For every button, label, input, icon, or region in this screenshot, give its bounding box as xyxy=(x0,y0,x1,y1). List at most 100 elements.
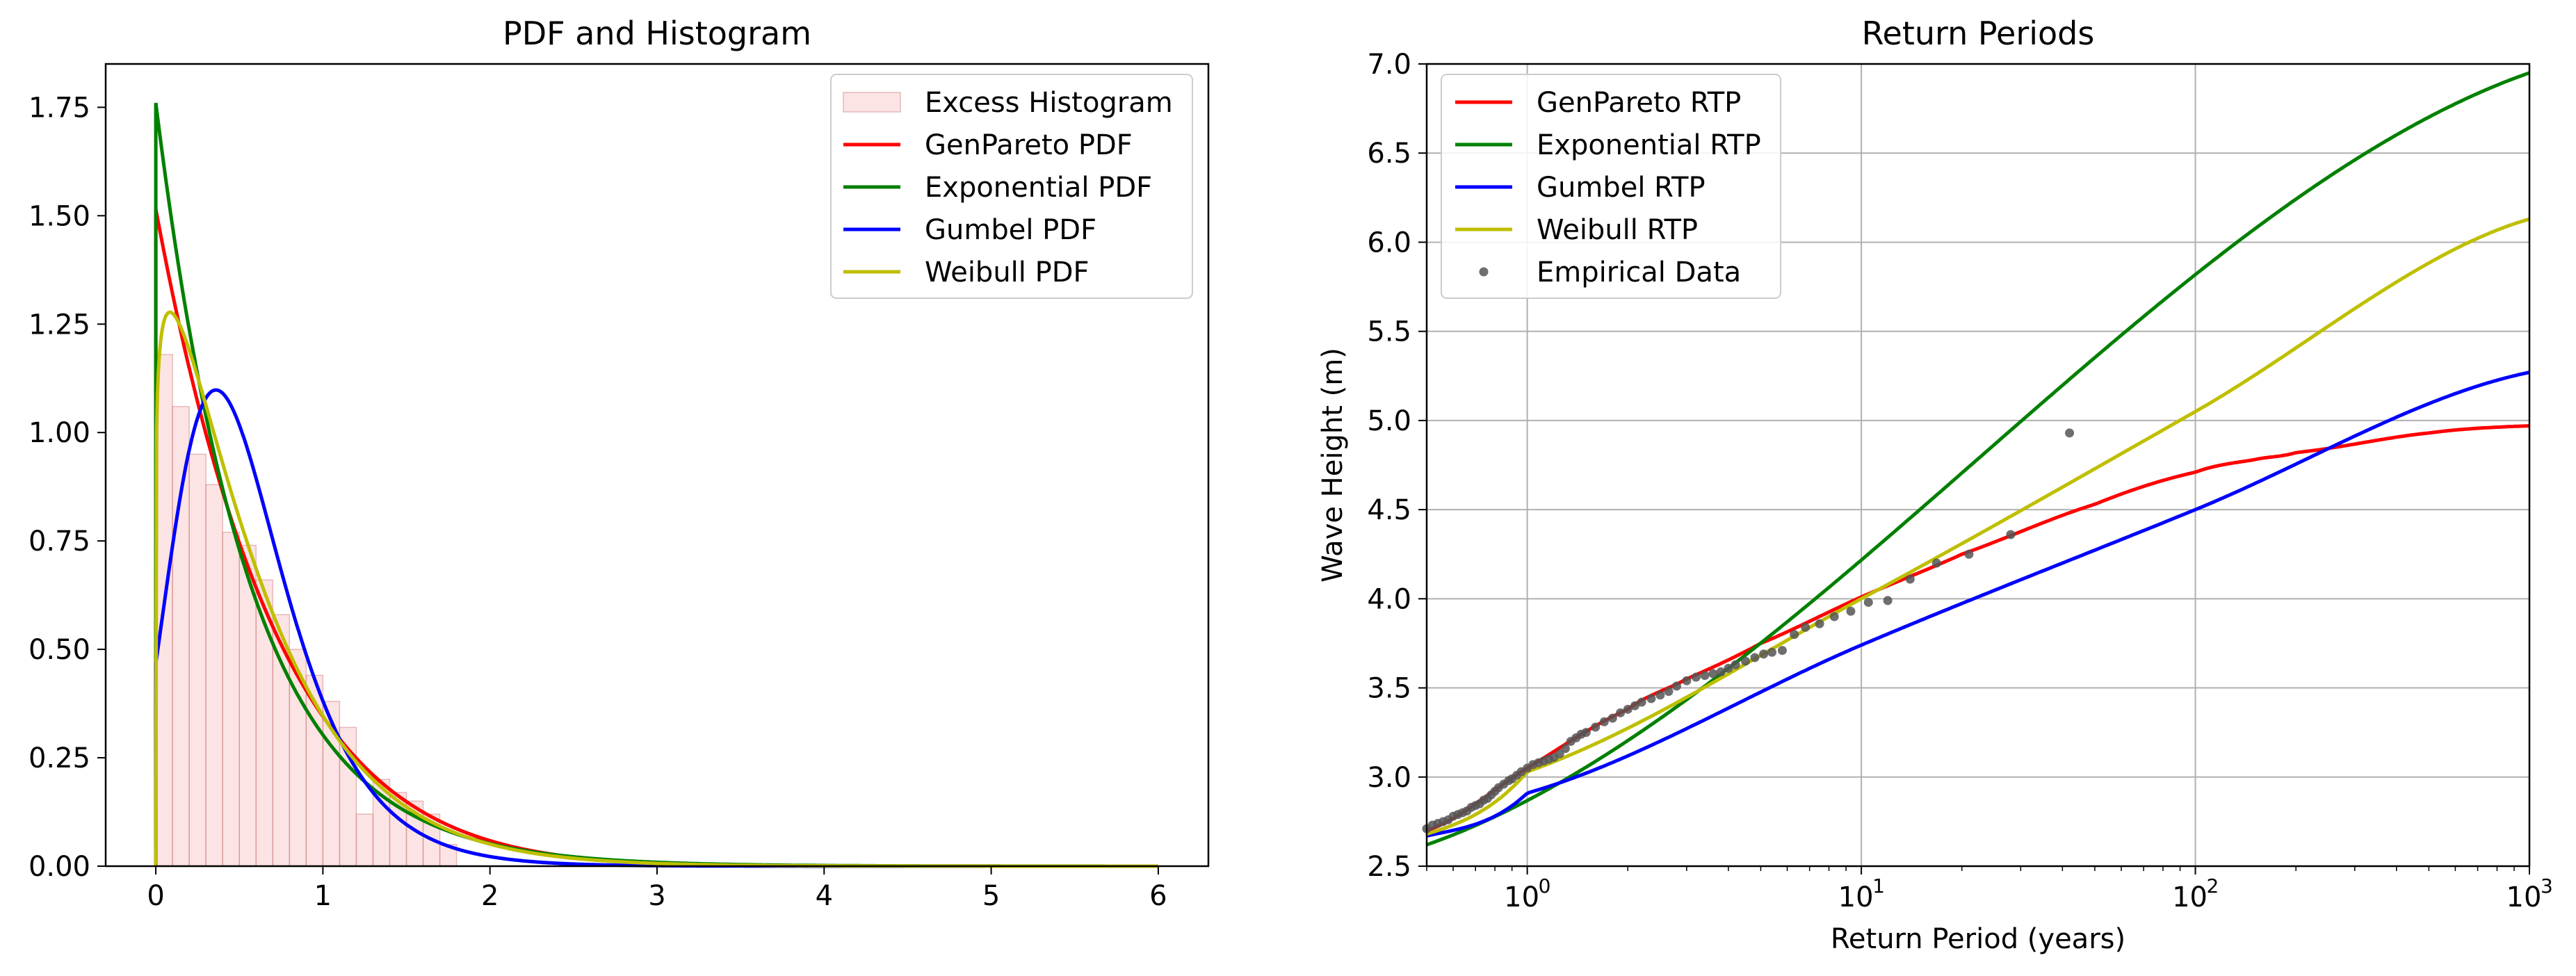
empirical-point xyxy=(1664,687,1674,697)
histogram-bar xyxy=(305,674,324,867)
histogram-bar xyxy=(222,531,240,867)
gumbel-rtp-line xyxy=(1426,371,2530,838)
empirical-point xyxy=(1931,558,1941,568)
chart-title: Return Periods xyxy=(1862,15,2095,52)
empirical-point xyxy=(1724,663,1733,673)
empirical-point xyxy=(1790,630,1799,640)
empirical-point xyxy=(1591,722,1601,732)
legend-label: GenPareto PDF xyxy=(925,129,1133,161)
legend: Excess Histogram GenPareto PDF Exponential… xyxy=(830,74,1193,299)
legend-label: Excess Histogram xyxy=(925,87,1173,119)
empirical-point xyxy=(2065,428,2075,438)
x-tick-exponent: 0 xyxy=(1539,875,1551,897)
x-tick-label: 10 xyxy=(2506,881,2542,913)
empirical-point xyxy=(1863,597,1873,607)
legend: GenPareto RTP Exponential RTP Gumbel RTP We… xyxy=(1441,74,1781,299)
x-axis-label: Return Period (years) xyxy=(1831,923,2125,955)
empirical-points xyxy=(1422,428,2075,833)
y-ticks: 2.5 3.0 3.5 4.0 4.5 5.0 5.5 6.0 6.5 7.0 xyxy=(1367,49,1427,883)
return-period-chart: Return Periods 100 101 102 103 2.53.03.54.0… xyxy=(1317,15,2553,955)
y-tick-label: 0.75 xyxy=(29,526,90,558)
y-tick-label: 3.0 xyxy=(1367,762,1411,794)
legend-label: Exponential RTP xyxy=(1537,129,1761,161)
empirical-point xyxy=(1905,574,1915,584)
y-tick-label: 6.0 xyxy=(1367,227,1411,259)
empirical-point xyxy=(1637,697,1646,707)
x-tick-label: 0 xyxy=(147,880,164,912)
empirical-point xyxy=(1740,656,1750,666)
x-tick-label: 6 xyxy=(1149,880,1167,912)
legend-label: Gumbel PDF xyxy=(925,214,1096,246)
x-tick-exponent: 3 xyxy=(2541,875,2553,897)
legend-label: Weibull PDF xyxy=(925,257,1089,288)
empirical-point xyxy=(1616,708,1626,717)
x-ticks: 100 101 102 103 xyxy=(1426,866,2553,913)
empirical-point xyxy=(1560,744,1570,754)
x-tick-label: 5 xyxy=(982,880,1000,912)
legend-label: GenPareto RTP xyxy=(1537,87,1741,119)
histogram-bar xyxy=(205,484,223,867)
legend-label: Weibull RTP xyxy=(1537,214,1698,246)
empirical-point xyxy=(2006,530,2016,539)
y-tick-label: 5.5 xyxy=(1367,316,1411,348)
empirical-point xyxy=(1964,549,1974,559)
y-axis-label: Wave Height (m) xyxy=(1317,348,1349,583)
legend-box xyxy=(830,74,1193,299)
legend-label: Gumbel RTP xyxy=(1537,172,1706,204)
x-tick-label: 1 xyxy=(314,880,332,912)
y-tick-label: 2.5 xyxy=(1367,851,1411,883)
histogram-bar xyxy=(238,544,257,867)
empirical-point xyxy=(1801,622,1811,632)
y-tick-label: 0.00 xyxy=(29,851,90,883)
y-tick-label: 7.0 xyxy=(1367,49,1411,81)
histogram-bar xyxy=(172,406,190,867)
x-tick-exponent: 1 xyxy=(1872,875,1885,897)
empirical-point xyxy=(1767,647,1777,657)
x-tick-label: 10 xyxy=(2172,881,2208,913)
empirical-point xyxy=(1815,619,1824,628)
plot-frame xyxy=(1425,63,2531,868)
y-tick-label: 3.5 xyxy=(1367,673,1411,705)
empirical-point xyxy=(1777,646,1787,656)
x-tick-label: 3 xyxy=(648,880,665,912)
y-tick-label: 4.5 xyxy=(1367,494,1411,526)
empirical-point xyxy=(1883,596,1893,605)
legend-swatch xyxy=(843,92,901,113)
empirical-point xyxy=(1581,728,1591,738)
empirical-point xyxy=(1731,660,1740,669)
y-tick-label: 1.00 xyxy=(29,417,90,449)
empirical-point xyxy=(1607,713,1617,723)
empirical-point xyxy=(1846,606,1856,616)
legend-label: Exponential PDF xyxy=(925,172,1152,204)
empirical-point xyxy=(1682,676,1692,685)
empirical-point xyxy=(1708,669,1718,678)
empirical-point xyxy=(1700,671,1710,681)
x-tick-exponent: 2 xyxy=(2207,875,2219,897)
histogram-bar xyxy=(355,813,374,867)
y-tick-label: 1.50 xyxy=(29,200,90,232)
histogram-bars xyxy=(155,354,457,867)
y-tick-label: 1.75 xyxy=(29,92,90,124)
x-tick-label: 10 xyxy=(1838,881,1874,913)
legend-box xyxy=(1441,74,1781,299)
y-tick-label: 5.0 xyxy=(1367,405,1411,437)
legend-swatch xyxy=(1479,267,1489,277)
empirical-point xyxy=(1623,704,1633,714)
empirical-point xyxy=(1555,749,1564,758)
chart-title: PDF and Histogram xyxy=(503,15,811,52)
empirical-point xyxy=(1630,701,1639,710)
y-ticks: 0.00 0.25 0.50 0.75 1.00 1.25 1.50 1.75 xyxy=(29,92,106,883)
legend-label: Empirical Data xyxy=(1537,257,1741,288)
exponential-rtp-line xyxy=(1426,71,2530,847)
empirical-point xyxy=(1655,690,1665,700)
y-tick-label: 1.25 xyxy=(29,309,90,341)
empirical-point xyxy=(1759,649,1769,659)
empirical-point xyxy=(1829,612,1839,621)
empirical-point xyxy=(1671,681,1681,691)
rtp-curves xyxy=(1426,71,2530,847)
x-tick-label: 10 xyxy=(1504,881,1539,913)
x-ticks: 0 1 2 3 4 5 6 xyxy=(147,866,1167,912)
empirical-point xyxy=(1750,653,1760,662)
